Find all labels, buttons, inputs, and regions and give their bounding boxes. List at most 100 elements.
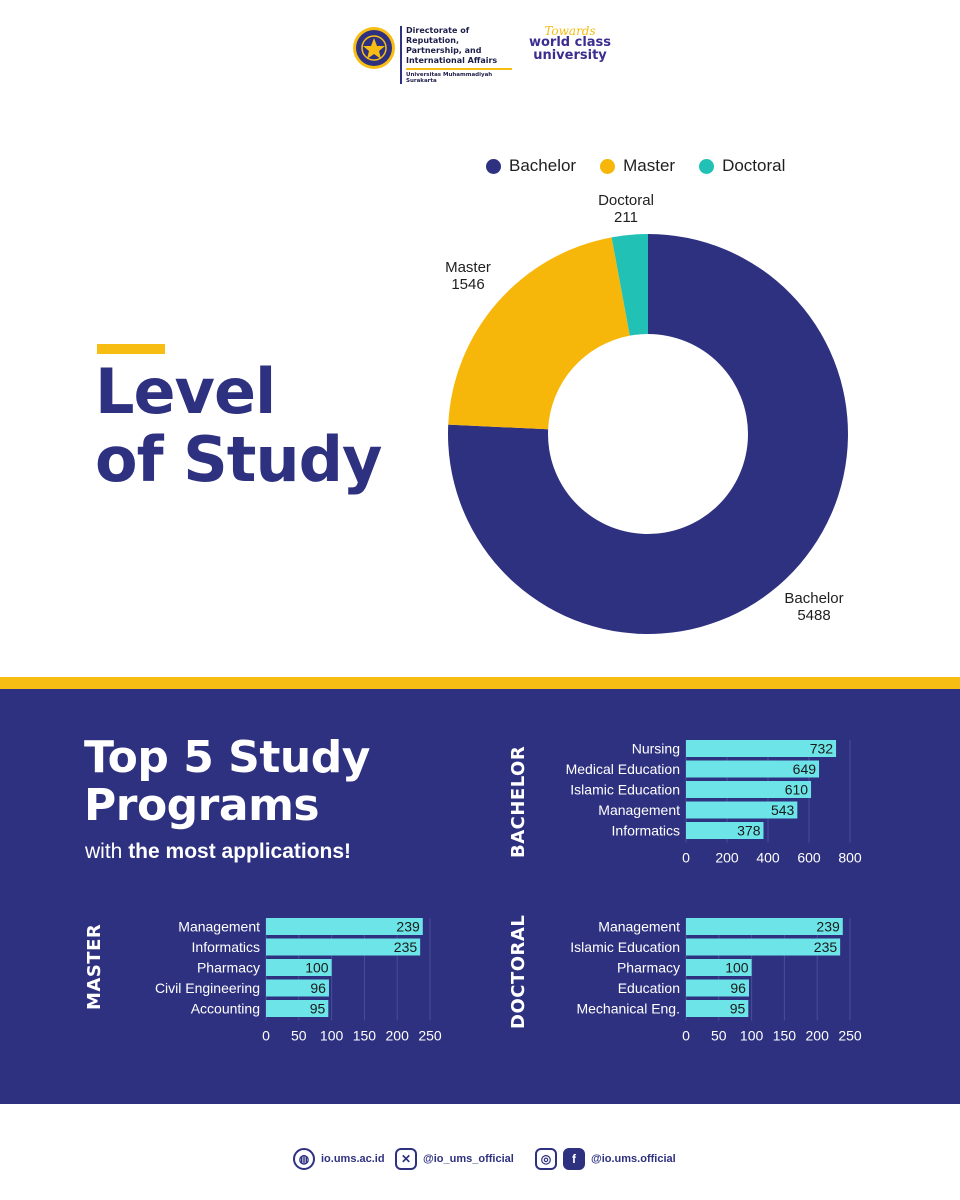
legend-dot-bachelor [486, 158, 501, 174]
category-label: Informatics [192, 939, 260, 955]
x-tick-label: 0 [682, 850, 690, 866]
legend-dot-doctoral [699, 158, 715, 174]
slice-label-doctoral-name: Doctoral [598, 192, 654, 209]
slice-label-bachelor-name: Bachelor [784, 590, 844, 607]
page-title-line1: Level [95, 355, 276, 428]
legend-dot-master [600, 158, 616, 174]
bar-value-label: 95 [310, 1001, 326, 1017]
category-label: Islamic Education [570, 782, 680, 798]
instagram-icon: ◎ [535, 1148, 557, 1170]
page-title-line2: of Study [95, 423, 382, 496]
legend-item-bachelor: Bachelor [486, 156, 576, 176]
university-name: Universitas Muhammadiyah Surakarta [406, 72, 493, 84]
footer-twitter[interactable]: ✕ @io_ums_official [395, 1148, 514, 1170]
category-label: Islamic Education [570, 939, 680, 955]
slice-label-doctoral: Doctoral 211 [586, 192, 666, 226]
x-tick-label: 250 [418, 1028, 442, 1044]
bar [686, 760, 820, 778]
category-label: Nursing [632, 741, 680, 757]
top5-title-line1: Top 5 Study [84, 732, 370, 783]
bar-value-label: 378 [737, 823, 761, 839]
bar [686, 822, 764, 839]
slice-label-bachelor: Bachelor 5488 [774, 590, 854, 624]
legend-label-doctoral: Doctoral [722, 156, 786, 175]
category-label: Informatics [612, 823, 680, 839]
category-label: Pharmacy [617, 960, 680, 976]
page-title: Level of Study [95, 355, 382, 496]
top5-section-background [0, 689, 960, 1104]
footer-website[interactable]: ◍ io.ums.ac.id [293, 1148, 385, 1170]
bar [266, 918, 423, 935]
tagline-script: Towards [544, 24, 596, 38]
category-label: Management [178, 919, 260, 935]
bar [686, 959, 752, 976]
bar-value-label: 235 [814, 939, 838, 955]
x-tick-label: 250 [838, 1028, 862, 1044]
bar [686, 938, 841, 956]
x-tick-label: 200 [806, 1028, 830, 1044]
donut-legend: Bachelor Master Doctoral [486, 156, 785, 176]
footer: ◍ io.ums.ac.id ✕ @io_ums_official ◎ f @i… [0, 1146, 960, 1174]
directorate-text: Directorate of Reputation, Partnership, … [400, 26, 512, 84]
slice-label-bachelor-value: 5488 [797, 607, 831, 624]
x-tick-label: 150 [353, 1028, 377, 1044]
slice-label-master-value: 1546 [451, 276, 485, 293]
globe-icon: ◍ [293, 1148, 315, 1170]
bar-value-label: 100 [725, 960, 749, 976]
category-label: Education [618, 980, 680, 996]
bar [686, 918, 843, 935]
bar [686, 979, 749, 997]
tagline-line2: university [533, 48, 607, 63]
bar [686, 801, 798, 819]
bar-value-label: 95 [730, 1001, 746, 1017]
footer-website-text: io.ums.ac.id [321, 1153, 385, 1165]
top5-title-line2: Programs [84, 780, 320, 831]
footer-twitter-text: @io_ums_official [423, 1153, 514, 1165]
x-twitter-icon: ✕ [395, 1148, 417, 1170]
bar [266, 938, 421, 956]
category-label: Civil Engineering [155, 980, 260, 996]
bar [266, 1000, 329, 1017]
bar-value-label: 732 [810, 741, 834, 757]
top5-subtitle-bold: the most applications! [128, 840, 352, 863]
x-tick-label: 400 [756, 850, 780, 866]
bar-chart-master: Management 239 Informatics 235 Pharmacy 100 Ci… [155, 918, 442, 1044]
x-tick-label: 0 [262, 1028, 270, 1044]
bar-value-label: 235 [394, 939, 418, 955]
title-accent-bar [97, 344, 165, 354]
bar-value-label: 649 [793, 761, 817, 777]
slice-label-master-name: Master [445, 259, 491, 276]
x-tick-label: 100 [320, 1028, 344, 1044]
category-label: Medical Education [566, 761, 680, 777]
category-label: Management [598, 802, 680, 818]
legend-item-master: Master [600, 156, 675, 176]
tagline: Towards world class university [525, 24, 615, 63]
bar-chart-bachelor: Nursing 732 Medical Education 649 Islamic Ed… [566, 740, 862, 866]
x-tick-label: 100 [740, 1028, 764, 1044]
bar-chart-doctoral: Management 239 Islamic Education 235 Pharmac… [570, 918, 862, 1044]
category-label: Management [598, 919, 680, 935]
bar-value-label: 239 [396, 919, 420, 935]
legend-item-doctoral: Doctoral [699, 156, 785, 176]
university-seal-icon [353, 27, 395, 69]
top5-subtitle-plain: with [85, 840, 129, 863]
bar [686, 740, 837, 757]
footer-social-text: @io.ums.official [591, 1153, 676, 1165]
bar [266, 979, 329, 997]
x-tick-label: 150 [773, 1028, 797, 1044]
bar-value-label: 543 [771, 802, 795, 818]
x-tick-label: 0 [682, 1028, 690, 1044]
donut-slice-bachelor [448, 234, 848, 634]
facebook-icon: f [563, 1148, 585, 1170]
bar [686, 1000, 749, 1017]
x-tick-label: 50 [291, 1028, 307, 1044]
footer-social[interactable]: ◎ f @io.ums.official [535, 1148, 676, 1170]
category-label: Accounting [191, 1001, 260, 1017]
legend-label-master: Master [623, 156, 676, 175]
bar-value-label: 96 [310, 980, 326, 996]
directorate-divider [406, 68, 512, 70]
category-label: Mechanical Eng. [576, 1001, 680, 1017]
bar-value-label: 100 [305, 960, 329, 976]
top5-subtitle: with the most applications! [85, 840, 351, 864]
slice-label-doctoral-value: 211 [614, 209, 638, 226]
